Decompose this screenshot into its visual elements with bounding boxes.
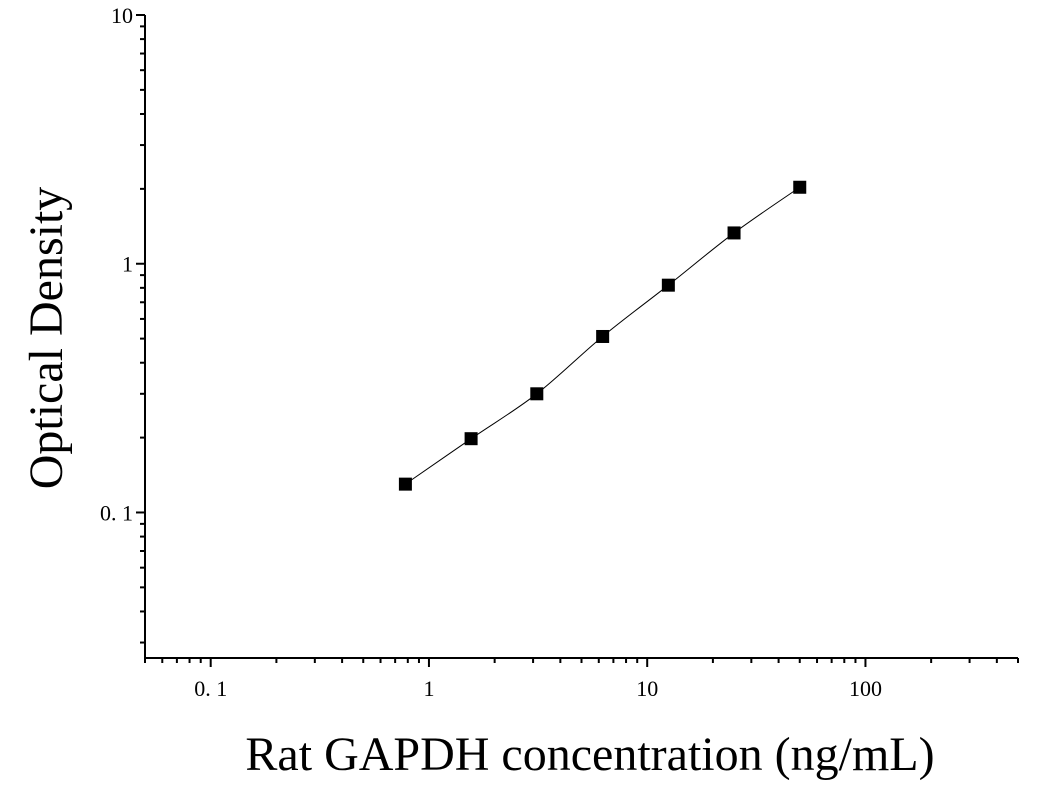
x-tick-label: 10 xyxy=(636,676,658,701)
x-axis-title: Rat GAPDH concentration (ng/mL) xyxy=(245,728,934,781)
y-tick-label: 0. 1 xyxy=(100,500,133,525)
ticks xyxy=(136,14,1019,667)
data-point xyxy=(398,477,412,491)
x-tick-label: 1 xyxy=(423,676,434,701)
data-points xyxy=(398,180,807,491)
y-tick-label: 1 xyxy=(122,252,133,277)
y-tick-label: 10 xyxy=(111,3,133,28)
tick-labels: 0. 1 1 10 100 0. 1 1 10 xyxy=(100,3,882,701)
x-tick-label: 100 xyxy=(849,676,882,701)
y-axis-title: Optical Density xyxy=(20,187,73,490)
data-point xyxy=(727,226,741,240)
data-point xyxy=(596,329,610,343)
data-point xyxy=(530,387,544,401)
data-point xyxy=(464,432,478,446)
data-point xyxy=(661,278,675,292)
x-tick-label: 0. 1 xyxy=(194,676,227,701)
axes xyxy=(144,15,1018,659)
data-point xyxy=(793,180,807,194)
